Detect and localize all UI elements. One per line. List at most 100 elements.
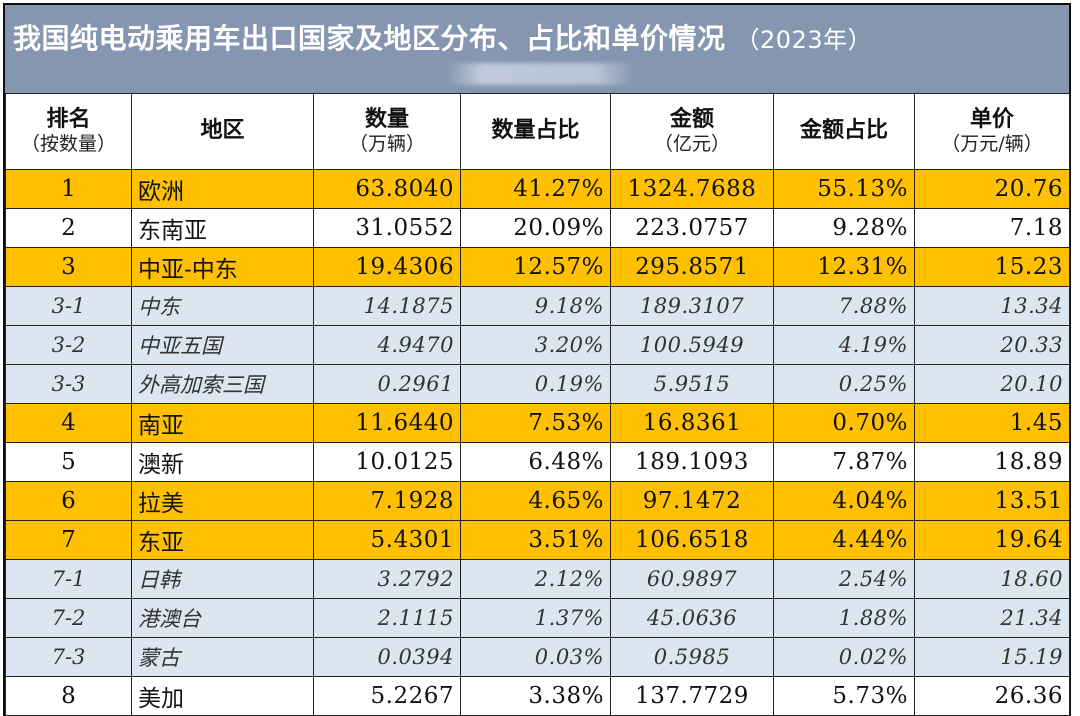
cell-region: 美加 [131, 676, 314, 716]
cell-amount: 97.1472 [610, 481, 774, 521]
cell-quantity: 11.6440 [313, 403, 461, 443]
cell-region: 蒙古 [131, 637, 314, 677]
header-rank: 排名 （按数量） [5, 93, 132, 170]
table-row: 8 美加 5.2267 3.38% 137.7729 5.73% 26.36 [5, 676, 1070, 716]
cell-rank: 7-2 [5, 598, 132, 638]
cell-unit-price: 26.36 [914, 676, 1070, 716]
cell-unit-price: 20.76 [914, 169, 1070, 209]
cell-unit-price: 20.33 [914, 325, 1070, 365]
cell-quantity: 19.4306 [313, 247, 461, 287]
cell-amount: 189.1093 [610, 442, 774, 482]
cell-quantity-share: 12.57% [460, 247, 611, 287]
cell-unit-price: 18.89 [914, 442, 1070, 482]
cell-amount: 45.0636 [610, 598, 774, 638]
cell-unit-price: 13.51 [914, 481, 1070, 521]
table-row: 1 欧洲 63.8040 41.27% 1324.7688 55.13% 20.… [5, 169, 1070, 209]
header-region: 地区 [131, 93, 314, 170]
cell-amount-share: 0.25% [773, 364, 915, 404]
cell-amount: 60.9897 [610, 559, 774, 599]
cell-amount: 106.6518 [610, 520, 774, 560]
cell-quantity-share: 0.03% [460, 637, 611, 677]
cell-amount: 16.8361 [610, 403, 774, 443]
cell-region: 澳新 [131, 442, 314, 482]
cell-amount: 189.3107 [610, 286, 774, 326]
cell-region: 中亚-中东 [131, 247, 314, 287]
cell-quantity: 31.0552 [313, 208, 461, 248]
cell-rank: 7-1 [5, 559, 132, 599]
table-row: 7-2 港澳台 2.1115 1.37% 45.0636 1.88% 21.34 [5, 598, 1070, 638]
cell-amount: 1324.7688 [610, 169, 774, 209]
cell-unit-price: 15.23 [914, 247, 1070, 287]
cell-amount-share: 12.31% [773, 247, 915, 287]
cell-amount: 0.5985 [610, 637, 774, 677]
cell-rank: 3-2 [5, 325, 132, 365]
cell-unit-price: 7.18 [914, 208, 1070, 248]
cell-rank: 5 [5, 442, 132, 482]
cell-unit-price: 15.19 [914, 637, 1070, 677]
cell-quantity: 5.4301 [313, 520, 461, 560]
header-quantity-share: 数量占比 [460, 93, 611, 170]
table-row: 3-2 中亚五国 4.9470 3.20% 100.5949 4.19% 20.… [5, 325, 1070, 365]
header-quantity: 数量 （万辆） [313, 93, 461, 170]
cell-amount: 5.9515 [610, 364, 774, 404]
cell-unit-price: 21.34 [914, 598, 1070, 638]
export-table: 排名 （按数量） 地区 数量 （万辆） 数量占比 金额 （亿元） 金额占比 单价 （万元… [5, 93, 1070, 716]
cell-quantity: 0.2961 [313, 364, 461, 404]
cell-quantity: 2.1115 [313, 598, 461, 638]
table-row: 7 东亚 5.4301 3.51% 106.6518 4.44% 19.64 [5, 520, 1070, 560]
cell-amount-share: 4.44% [773, 520, 915, 560]
table-row: 3-1 中东 14.1875 9.18% 189.3107 7.88% 13.3… [5, 286, 1070, 326]
cell-quantity-share: 20.09% [460, 208, 611, 248]
cell-quantity-share: 6.48% [460, 442, 611, 482]
cell-quantity-share: 7.53% [460, 403, 611, 443]
cell-amount-share: 7.87% [773, 442, 915, 482]
table-row: 6 拉美 7.1928 4.65% 97.1472 4.04% 13.51 [5, 481, 1070, 521]
header-row: 排名 （按数量） 地区 数量 （万辆） 数量占比 金额 （亿元） 金额占比 单价 （万元… [5, 93, 1070, 170]
cell-quantity: 63.8040 [313, 169, 461, 209]
cell-quantity-share: 2.12% [460, 559, 611, 599]
cell-rank: 3-3 [5, 364, 132, 404]
cell-amount: 295.8571 [610, 247, 774, 287]
header-amount: 金额 （亿元） [610, 93, 774, 170]
cell-amount: 223.0757 [610, 208, 774, 248]
cell-amount: 137.7729 [610, 676, 774, 716]
cell-quantity-share: 0.19% [460, 364, 611, 404]
cell-unit-price: 1.45 [914, 403, 1070, 443]
cell-amount-share: 9.28% [773, 208, 915, 248]
cell-region: 外高加索三国 [131, 364, 314, 404]
cell-quantity-share: 3.51% [460, 520, 611, 560]
cell-amount-share: 4.19% [773, 325, 915, 365]
cell-rank: 2 [5, 208, 132, 248]
cell-rank: 8 [5, 676, 132, 716]
cell-amount-share: 0.02% [773, 637, 915, 677]
cell-unit-price: 18.60 [914, 559, 1070, 599]
cell-quantity-share: 4.65% [460, 481, 611, 521]
table-frame: 我国纯电动乘用车出口国家及地区分布、占比和单价情况 （2023年） 排名 （按数量）… [3, 3, 1071, 716]
cell-region: 中亚五国 [131, 325, 314, 365]
cell-amount-share: 55.13% [773, 169, 915, 209]
cell-quantity-share: 9.18% [460, 286, 611, 326]
header-amount-share: 金额占比 [773, 93, 915, 170]
cell-rank: 7-3 [5, 637, 132, 677]
table-row: 3 中亚-中东 19.4306 12.57% 295.8571 12.31% 1… [5, 247, 1070, 287]
cell-amount-share: 1.88% [773, 598, 915, 638]
cell-rank: 4 [5, 403, 132, 443]
cell-region: 中东 [131, 286, 314, 326]
cell-amount-share: 4.04% [773, 481, 915, 521]
cell-quantity: 0.0394 [313, 637, 461, 677]
cell-quantity: 5.2267 [313, 676, 461, 716]
cell-quantity-share: 3.38% [460, 676, 611, 716]
blurred-watermark [445, 63, 635, 85]
cell-quantity-share: 1.37% [460, 598, 611, 638]
cell-region: 欧洲 [131, 169, 314, 209]
cell-quantity-share: 41.27% [460, 169, 611, 209]
title-bar: 我国纯电动乘用车出口国家及地区分布、占比和单价情况 （2023年） [5, 5, 1069, 95]
cell-rank: 3 [5, 247, 132, 287]
cell-quantity: 7.1928 [313, 481, 461, 521]
title-main: 我国纯电动乘用车出口国家及地区分布、占比和单价情况 [13, 22, 726, 55]
cell-rank: 3-1 [5, 286, 132, 326]
table-row: 2 东南亚 31.0552 20.09% 223.0757 9.28% 7.18 [5, 208, 1070, 248]
cell-region: 东南亚 [131, 208, 314, 248]
cell-amount-share: 7.88% [773, 286, 915, 326]
cell-amount-share: 5.73% [773, 676, 915, 716]
